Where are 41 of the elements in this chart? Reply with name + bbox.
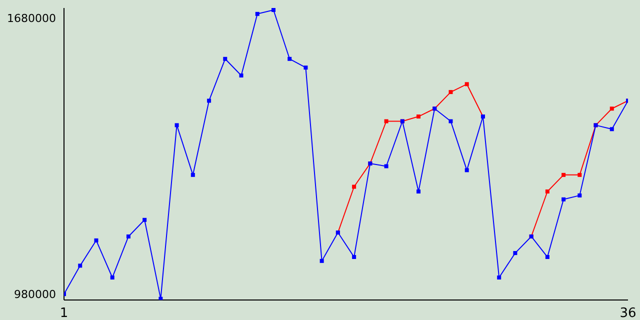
point: [464, 168, 469, 172]
point: [513, 251, 518, 256]
point: [610, 106, 614, 111]
point: [288, 56, 292, 61]
point: [352, 184, 356, 189]
point: [448, 90, 453, 94]
point: [78, 264, 82, 268]
point: [562, 172, 566, 177]
point: [578, 193, 582, 198]
line-series: [64, 8, 628, 300]
point: [384, 119, 388, 124]
point: [416, 189, 421, 194]
x-tick-label: 1: [60, 306, 68, 320]
point: [578, 172, 582, 177]
point: [174, 123, 179, 128]
point: [142, 218, 147, 222]
y-tick-label: 980000: [14, 288, 56, 301]
point: [126, 234, 130, 238]
point: [352, 254, 356, 259]
point: [207, 98, 212, 103]
point: [464, 82, 469, 86]
y-tick-label: 1680000: [7, 12, 56, 25]
point: [416, 114, 421, 119]
point: [384, 164, 388, 168]
point: [448, 119, 453, 124]
point: [320, 258, 324, 263]
point: [497, 276, 502, 280]
point: [158, 296, 163, 300]
point: [271, 8, 276, 12]
point: [110, 276, 114, 280]
point: [94, 238, 98, 242]
point: [223, 56, 228, 61]
point: [304, 66, 308, 70]
point: [190, 172, 195, 177]
point: [545, 254, 550, 259]
point: [562, 197, 566, 202]
point: [545, 189, 550, 194]
point: [255, 12, 260, 16]
point: [239, 73, 244, 78]
x-tick-label: 36: [620, 306, 636, 320]
point: [610, 127, 614, 132]
